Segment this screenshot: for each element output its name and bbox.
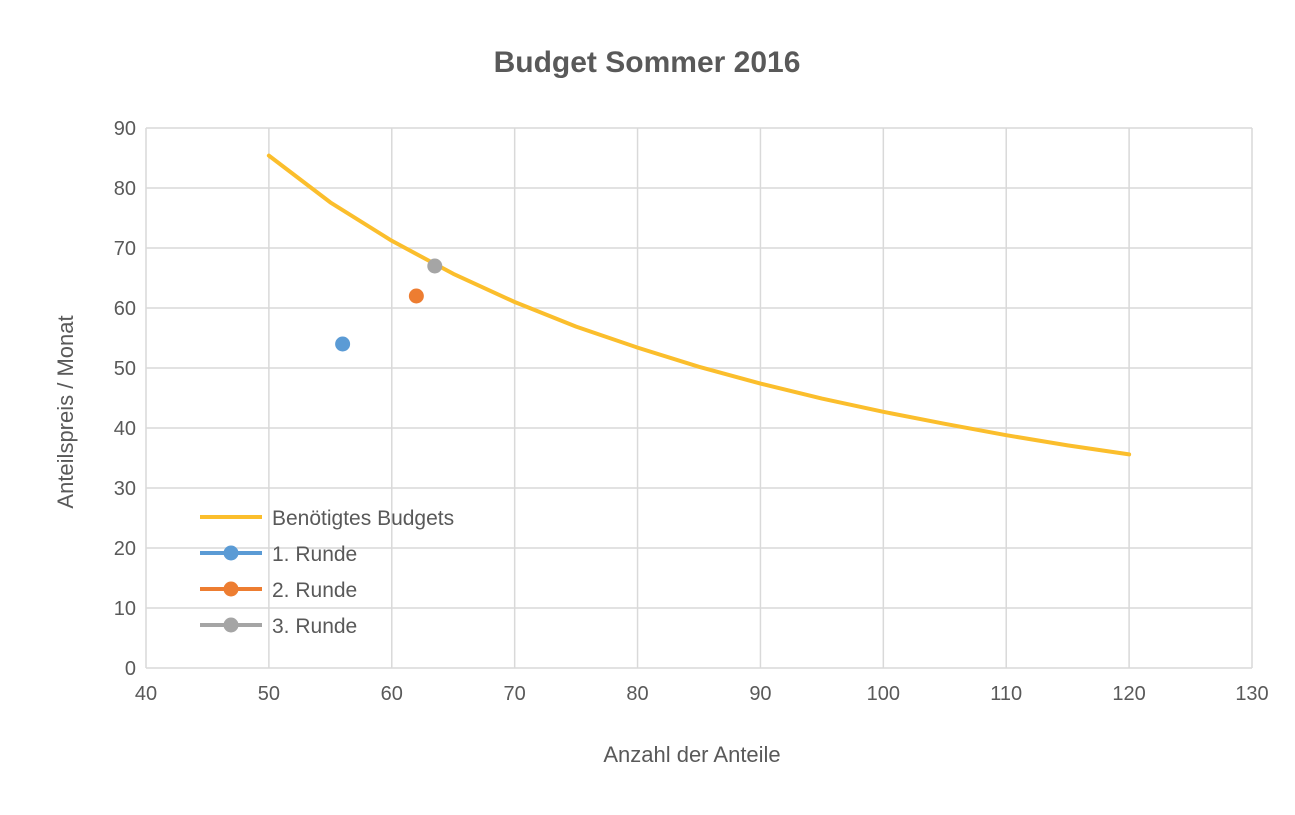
chart-title: Budget Sommer 2016 bbox=[494, 46, 801, 79]
legend-item: 3. Runde bbox=[200, 615, 357, 638]
y-tick-label: 50 bbox=[114, 358, 136, 380]
y-axis-title: Anteilspreis / Monat bbox=[53, 315, 78, 508]
y-tick-label: 60 bbox=[114, 298, 136, 320]
legend: Benötigtes Budgets 1. Runde 2. Runde 3. Run… bbox=[200, 507, 454, 638]
legend-label: 2. Runde bbox=[272, 579, 357, 602]
x-tick-label: 70 bbox=[504, 683, 526, 705]
legend-label: Benötigtes Budgets bbox=[272, 507, 454, 530]
x-tick-label: 100 bbox=[867, 683, 900, 705]
y-tick-label: 90 bbox=[114, 118, 136, 140]
x-tick-label: 90 bbox=[749, 683, 771, 705]
data-point bbox=[335, 336, 351, 352]
x-tick-label: 80 bbox=[626, 683, 648, 705]
y-tick-label: 20 bbox=[114, 538, 136, 560]
x-tick-label: 110 bbox=[990, 683, 1022, 705]
legend-swatch-marker bbox=[223, 581, 239, 597]
legend-label: 3. Runde bbox=[272, 615, 357, 638]
legend-label: 1. Runde bbox=[272, 543, 357, 566]
y-tick-label: 80 bbox=[114, 178, 136, 200]
x-tick-label: 50 bbox=[258, 683, 280, 705]
grid bbox=[145, 127, 1253, 669]
y-axis-ticks: 0 10 20 30 40 50 60 70 80 90 bbox=[114, 118, 136, 680]
y-tick-label: 40 bbox=[114, 418, 136, 440]
y-tick-label: 0 bbox=[125, 658, 136, 680]
legend-item: Benötigtes Budgets bbox=[200, 507, 454, 530]
data-point bbox=[408, 288, 424, 304]
legend-item: 1. Runde bbox=[200, 543, 357, 566]
series bbox=[266, 153, 1132, 457]
legend-item: 2. Runde bbox=[200, 579, 357, 602]
y-tick-label: 70 bbox=[114, 238, 136, 260]
x-tick-label: 60 bbox=[381, 683, 403, 705]
x-tick-label: 120 bbox=[1112, 683, 1145, 705]
legend-swatch-marker bbox=[223, 617, 239, 633]
x-tick-label: 130 bbox=[1235, 683, 1268, 705]
x-tick-label: 40 bbox=[135, 683, 157, 705]
data-point bbox=[427, 258, 443, 274]
y-tick-label: 30 bbox=[114, 478, 136, 500]
y-tick-label: 10 bbox=[114, 598, 136, 620]
series-line-budget bbox=[266, 153, 1132, 457]
x-axis-title: Anzahl der Anteile bbox=[603, 742, 780, 767]
legend-swatch-marker bbox=[223, 545, 239, 561]
x-axis-ticks: 40 50 60 70 80 90 100 110 120 130 bbox=[135, 683, 1269, 705]
